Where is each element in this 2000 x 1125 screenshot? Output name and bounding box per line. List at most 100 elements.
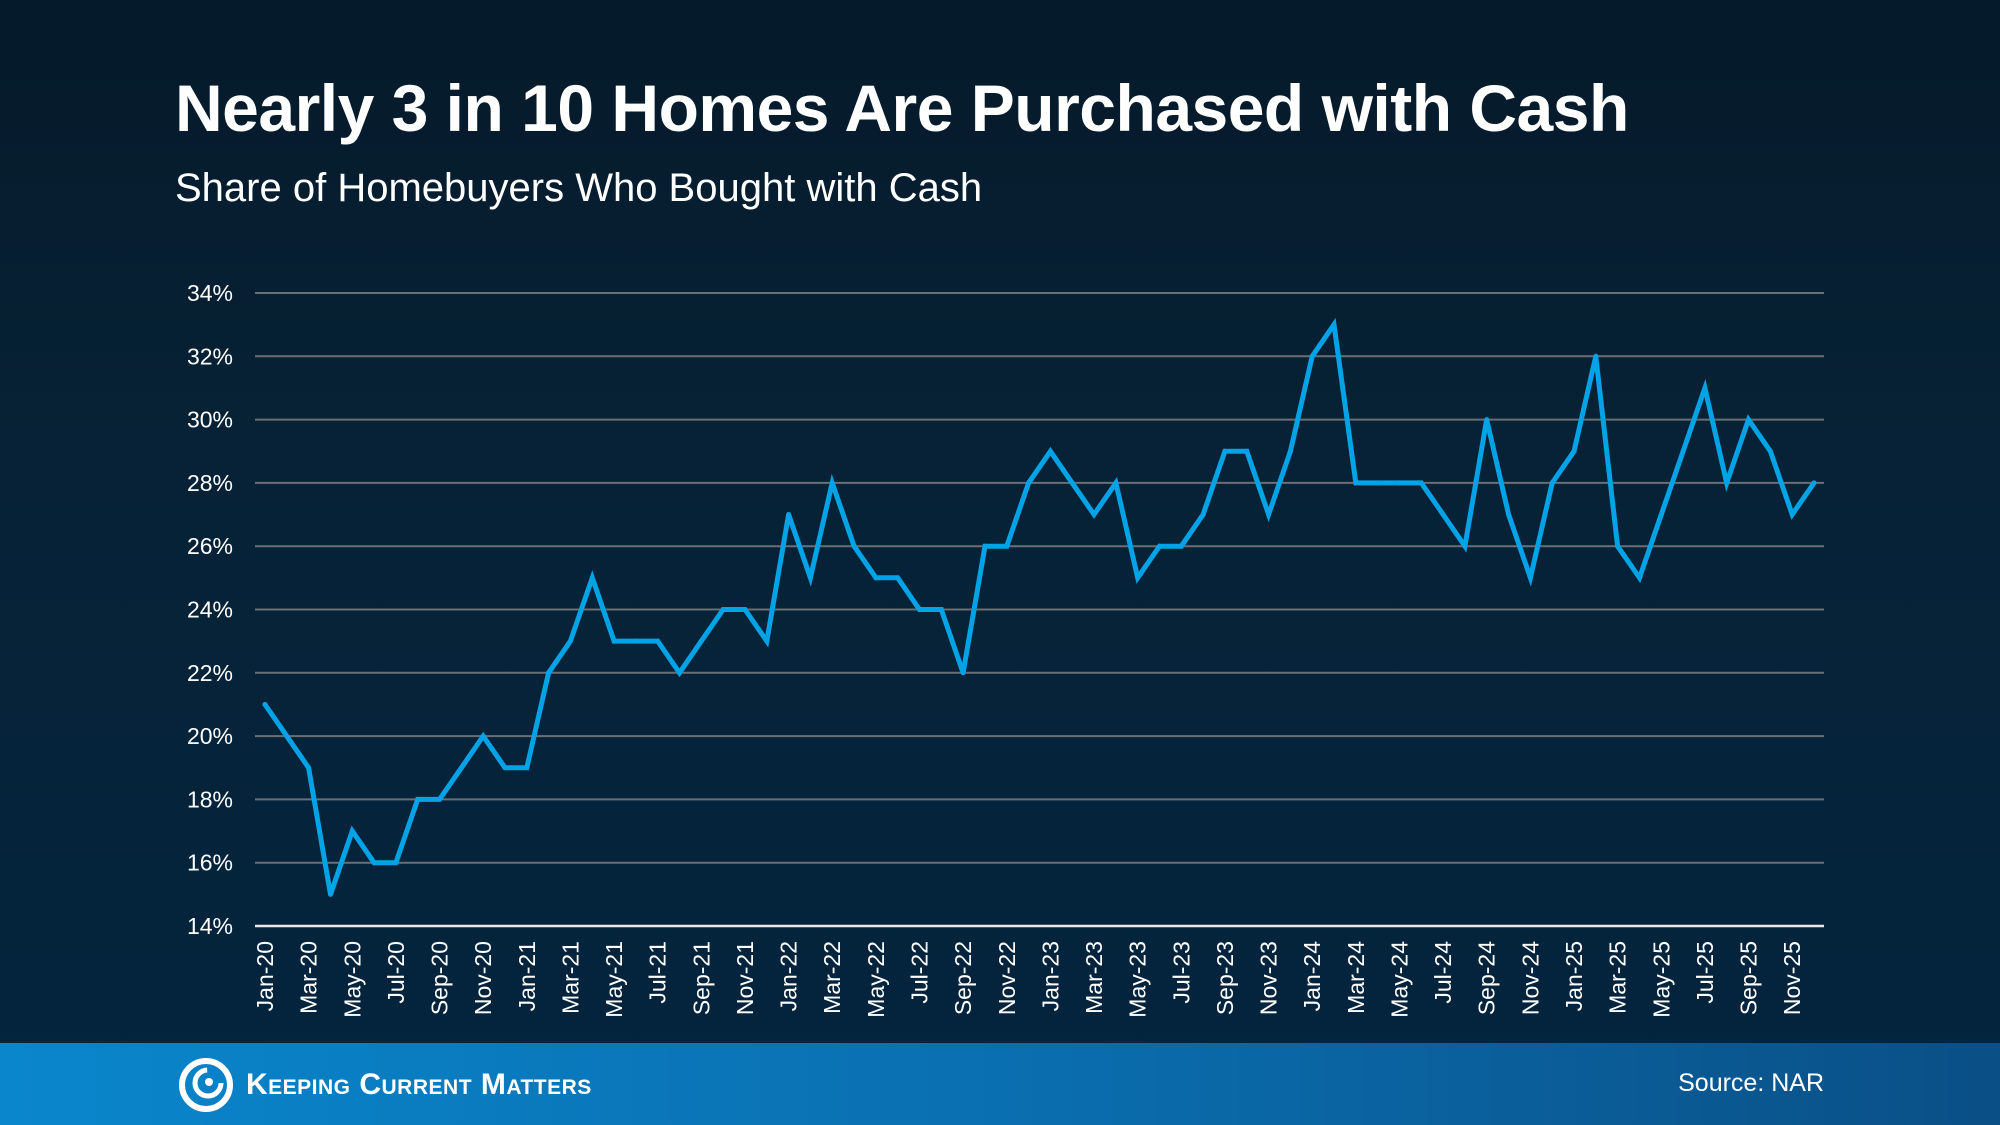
x-tick-label: Jan-24 <box>1299 941 1325 1012</box>
x-tick-label: Sep-21 <box>688 941 714 1015</box>
data-point <box>1615 543 1621 549</box>
data-point <box>1047 448 1053 454</box>
data-point <box>284 733 290 739</box>
data-point <box>1200 512 1206 518</box>
x-tick-label: Jul-24 <box>1430 941 1456 1004</box>
source-note: Source: NAR <box>1678 1069 1824 1097</box>
x-tick-label: May-20 <box>339 941 365 1018</box>
x-tick-label: Sep-20 <box>427 941 453 1015</box>
x-tick-label: Jan-23 <box>1037 941 1063 1011</box>
data-point <box>1418 480 1424 486</box>
x-tick-label: Sep-25 <box>1736 941 1762 1015</box>
data-point <box>1767 448 1773 454</box>
y-tick-label: 16% <box>187 850 233 876</box>
x-tick-label: Jul-23 <box>1168 941 1194 1004</box>
x-tick-label: May-22 <box>863 941 889 1018</box>
data-point <box>393 860 399 866</box>
x-tick-label: Mar-21 <box>557 941 583 1014</box>
data-point <box>1266 512 1272 518</box>
x-tick-label: Jul-20 <box>383 941 409 1004</box>
data-point <box>1309 353 1315 359</box>
data-point <box>1113 480 1119 486</box>
data-point <box>677 670 683 676</box>
x-tick-label: Mar-25 <box>1605 941 1631 1014</box>
data-point <box>437 796 443 802</box>
data-point <box>567 638 573 644</box>
data-point <box>1091 512 1097 518</box>
data-point <box>917 607 923 612</box>
x-tick-label: May-25 <box>1648 941 1674 1018</box>
data-point <box>458 765 464 771</box>
x-tick-label: Sep-24 <box>1474 941 1500 1015</box>
data-point <box>1724 480 1730 486</box>
data-point <box>960 670 966 676</box>
data-point <box>1222 448 1228 454</box>
chart-title: Nearly 3 in 10 Homes Are Purchased with … <box>175 71 1629 145</box>
data-point <box>1680 448 1686 454</box>
data-point <box>1069 480 1075 486</box>
x-tick-label: Nov-24 <box>1517 941 1543 1015</box>
x-tick-label: Mar-23 <box>1081 941 1107 1014</box>
data-point <box>655 638 661 644</box>
data-point <box>807 575 813 581</box>
x-tick-label: Jul-22 <box>907 941 933 1004</box>
x-tick-label: Mar-22 <box>819 941 845 1014</box>
x-tick-label: May-21 <box>601 941 627 1018</box>
y-tick-label: 32% <box>187 343 233 369</box>
data-point <box>349 828 355 834</box>
data-point <box>698 638 704 644</box>
data-point <box>1244 448 1250 454</box>
data-point <box>1135 575 1141 581</box>
data-point <box>1375 480 1381 486</box>
chart-subtitle: Share of Homebuyers Who Bought with Cash <box>175 166 983 210</box>
data-point <box>764 638 770 644</box>
x-tick-label: May-24 <box>1386 941 1412 1018</box>
data-point <box>262 701 268 707</box>
x-tick-label: Nov-25 <box>1779 941 1805 1015</box>
x-tick-label: Jul-21 <box>645 941 671 1004</box>
data-point <box>327 891 333 897</box>
data-point <box>1331 322 1337 328</box>
line-chart: 14% 16% 18% 20% 22% 24% 26% 28% 30% 32% 34% Jan-20 M… <box>187 280 1824 1018</box>
data-point <box>1789 512 1795 518</box>
data-point <box>371 860 377 866</box>
data-point <box>982 543 988 549</box>
data-point <box>524 765 530 771</box>
data-point <box>1026 480 1032 486</box>
data-point <box>1549 480 1555 486</box>
data-point <box>306 765 312 771</box>
x-tick-label: Jan-22 <box>776 941 802 1011</box>
data-point <box>1527 575 1533 581</box>
data-point <box>1506 512 1512 518</box>
data-point <box>1702 385 1708 391</box>
x-tick-label: Jan-20 <box>252 941 278 1011</box>
y-tick-label: 30% <box>187 407 233 433</box>
data-point <box>1178 543 1184 549</box>
data-point <box>502 765 508 771</box>
x-tick-label: Jul-25 <box>1692 941 1718 1004</box>
data-point <box>415 796 421 802</box>
y-tick-label: 20% <box>187 723 233 749</box>
data-point <box>1156 543 1162 549</box>
data-point <box>1746 417 1752 423</box>
data-point <box>829 480 835 486</box>
data-point <box>633 638 639 644</box>
y-tick-label: 14% <box>187 913 233 939</box>
data-point <box>1658 512 1664 518</box>
data-point <box>1396 480 1402 486</box>
data-point <box>1593 353 1599 359</box>
x-tick-label: Nov-22 <box>994 941 1020 1015</box>
x-tick-label: Sep-22 <box>950 941 976 1015</box>
footer-bar: Keeping Current Matters Source: NAR <box>0 1043 2000 1125</box>
data-point <box>851 543 857 549</box>
y-tick-label: 34% <box>187 280 233 306</box>
y-tick-label: 28% <box>187 470 233 496</box>
brand-logo: Keeping Current Matters <box>178 1057 592 1113</box>
data-point <box>1004 543 1010 549</box>
data-point <box>546 670 552 676</box>
x-tick-label: Nov-20 <box>470 941 496 1015</box>
data-point <box>1440 512 1446 518</box>
data-point <box>1353 480 1359 486</box>
x-tick-label: Mar-20 <box>296 941 322 1014</box>
x-tick-label: Nov-21 <box>732 941 758 1015</box>
